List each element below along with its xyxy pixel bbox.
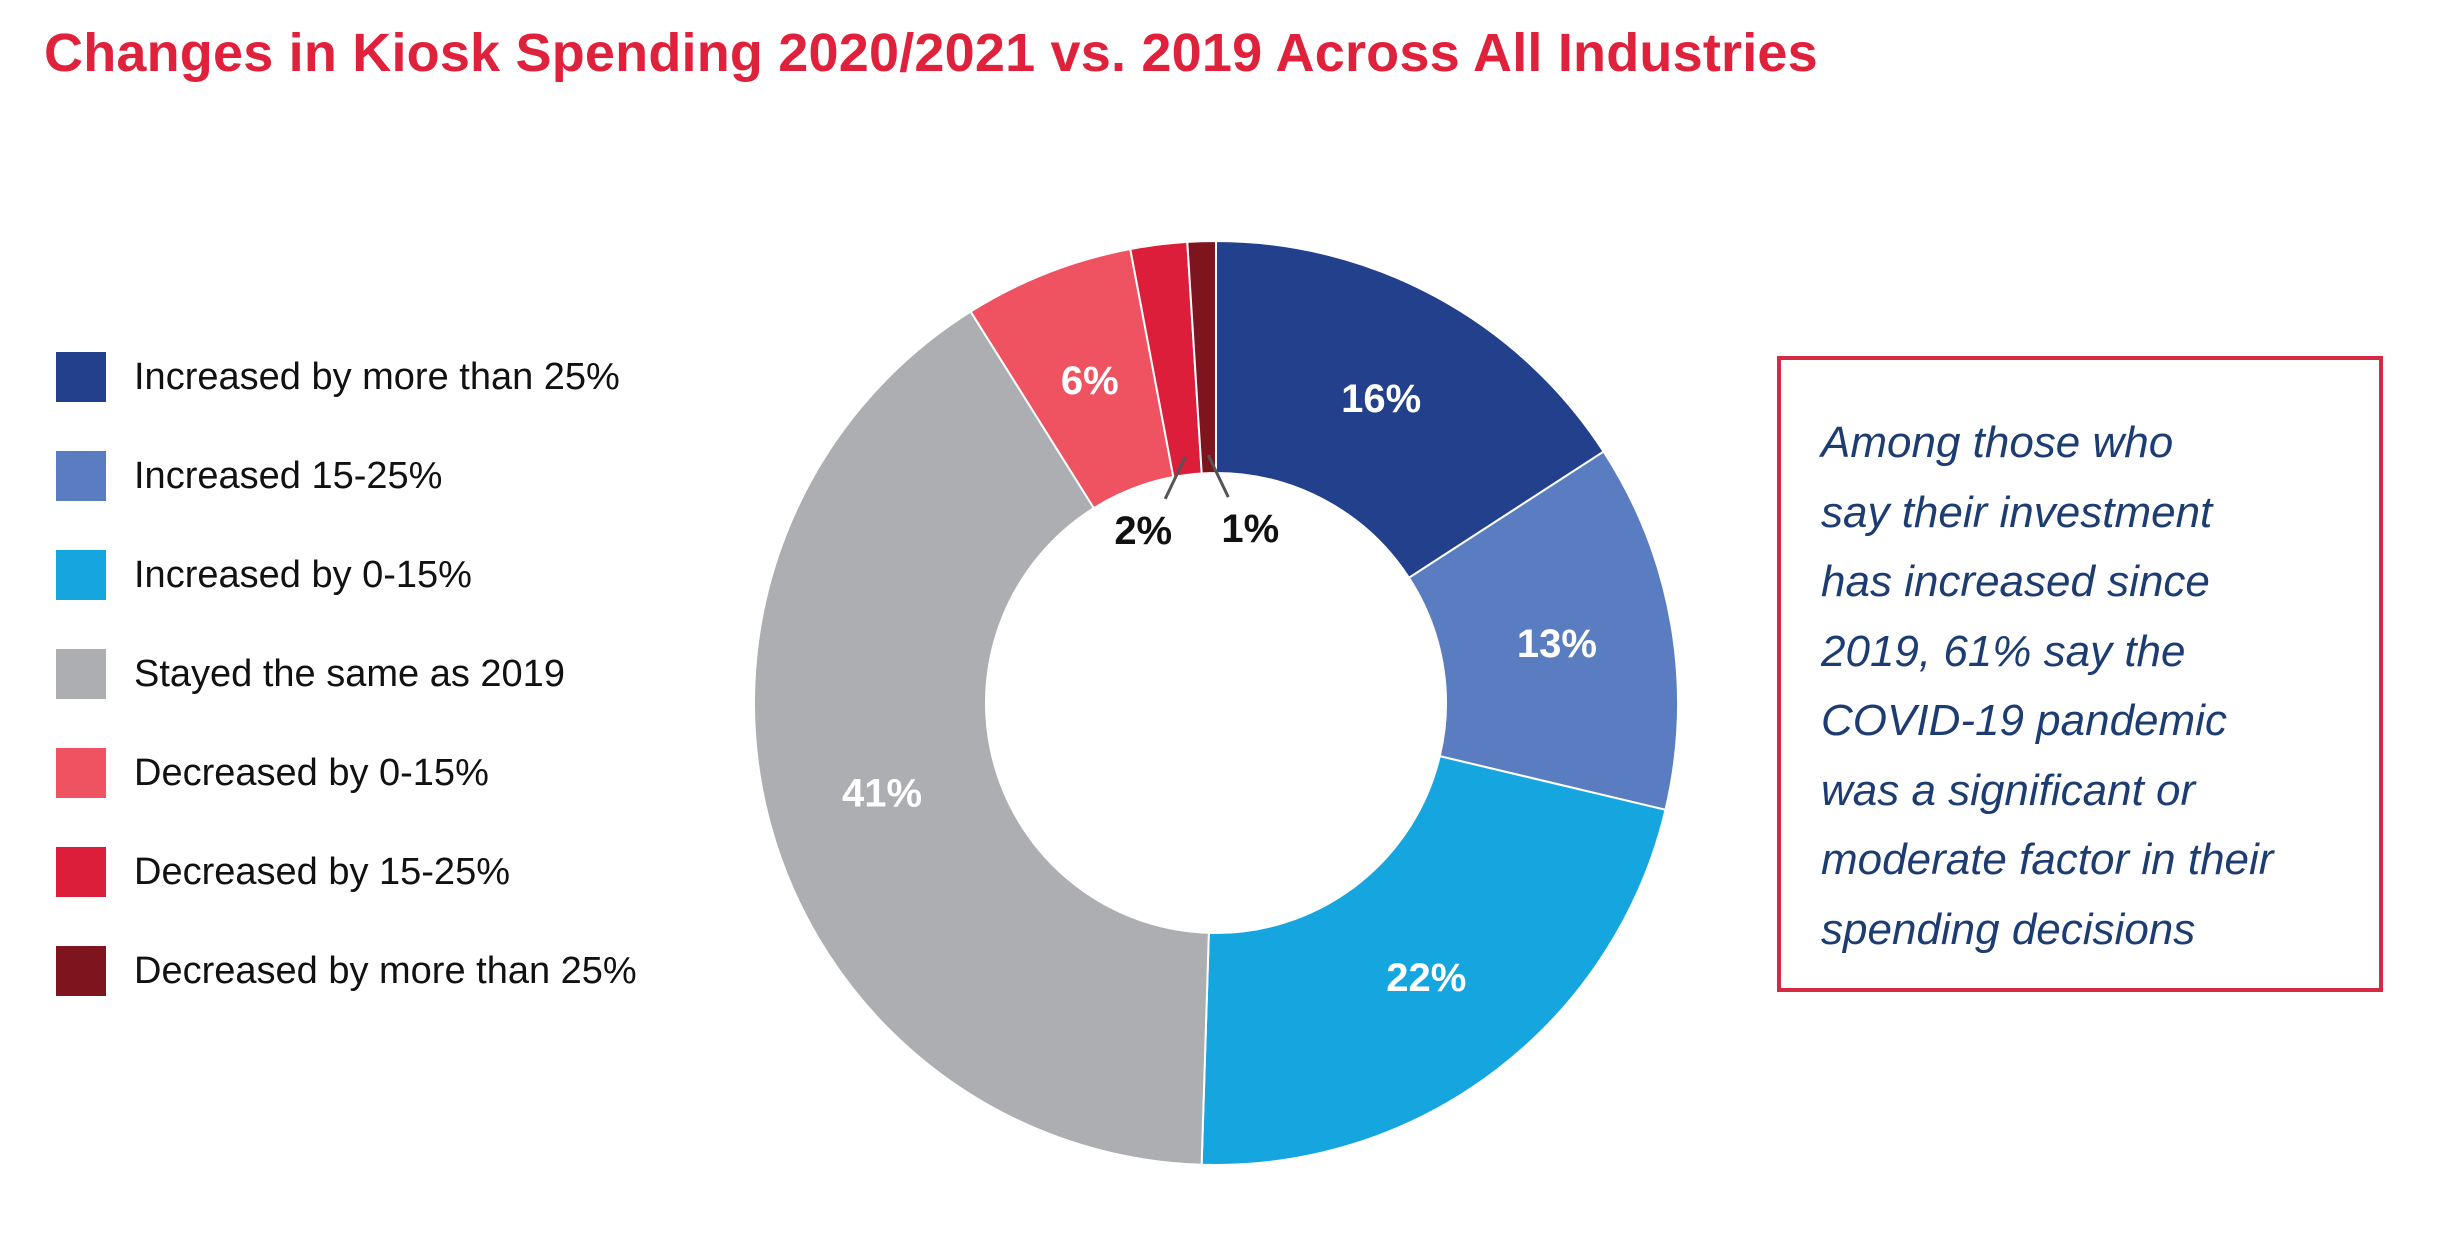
legend-item: Increased 15-25%	[56, 451, 776, 501]
legend-label: Stayed the same as 2019	[134, 653, 565, 695]
legend-item: Stayed the same as 2019	[56, 649, 776, 699]
donut-slice	[1407, 450, 1680, 812]
note-box: Among those who say their investment has…	[1777, 356, 2383, 992]
legend-label: Increased by 0-15%	[134, 554, 472, 596]
slice-label: 2%	[1114, 509, 1172, 553]
chart-title: Changes in Kiosk Spending 2020/2021 vs. …	[44, 23, 1818, 83]
legend-swatch	[56, 847, 106, 897]
legend-swatch	[56, 946, 106, 996]
donut-slice	[753, 310, 1210, 1166]
legend-item: Decreased by 15-25%	[56, 847, 776, 897]
legend-label: Increased by more than 25%	[134, 356, 620, 398]
slice-label: 13%	[1517, 622, 1597, 666]
slice-label: 22%	[1386, 956, 1466, 1000]
legend-swatch	[56, 451, 106, 501]
donut-slice	[1200, 754, 1667, 1166]
legend-swatch	[56, 550, 106, 600]
slice-label: 41%	[842, 771, 922, 815]
legend-swatch	[56, 748, 106, 798]
legend-swatch	[56, 352, 106, 402]
legend-swatch	[56, 649, 106, 699]
donut-slice	[1215, 239, 1605, 580]
slice-label: 16%	[1341, 377, 1421, 421]
legend-item: Decreased by 0-15%	[56, 748, 776, 798]
legend-item: Increased by 0-15%	[56, 550, 776, 600]
note-text: Among those who say their investment has…	[1821, 418, 2274, 954]
legend-label: Increased 15-25%	[134, 455, 443, 497]
leader-line	[1163, 456, 1187, 500]
slice-label: 1%	[1221, 507, 1279, 551]
slice-label: 6%	[1061, 359, 1119, 403]
legend-label: Decreased by 15-25%	[134, 851, 510, 893]
leader-line	[1206, 454, 1230, 498]
legend-item: Decreased by more than 25%	[56, 946, 776, 996]
legend-item: Increased by more than 25%	[56, 352, 776, 402]
legend-label: Decreased by more than 25%	[134, 950, 637, 992]
legend-label: Decreased by 0-15%	[134, 752, 489, 794]
